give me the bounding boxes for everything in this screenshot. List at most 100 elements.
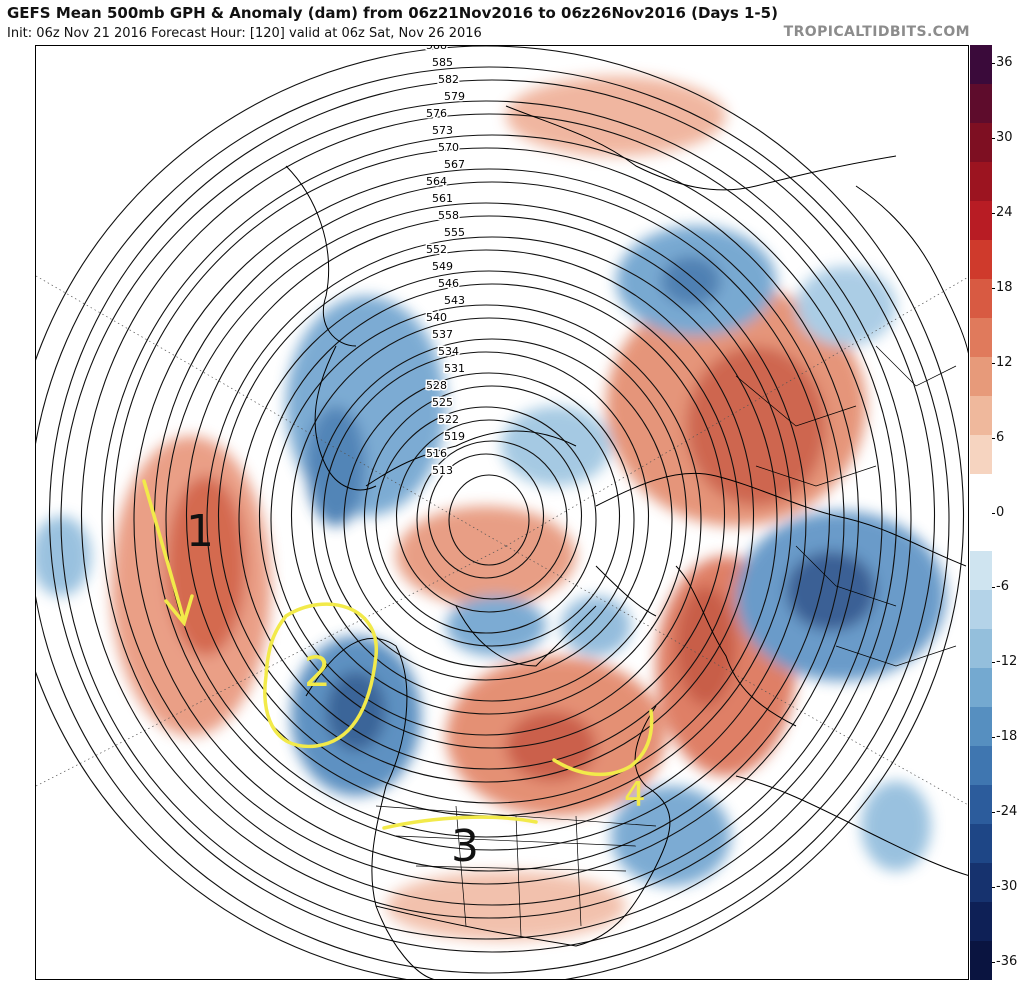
height-contour [416, 440, 568, 600]
cold-anomaly-east-atlantic [861, 781, 931, 871]
brand-watermark: TROPICALTIDBITS.COM [783, 24, 970, 40]
colorbar-segment [970, 863, 992, 903]
colorbar-tick [992, 587, 995, 589]
height-contour [427, 453, 545, 579]
colorbar-label: 36 [996, 55, 1013, 70]
height-contour [165, 202, 807, 838]
contour-label: 519 [444, 430, 465, 443]
contour-label: 528 [426, 379, 447, 392]
contour-label: 534 [438, 345, 459, 358]
chart-title: GEFS Mean 500mb GPH & Anomaly (dam) from… [7, 4, 778, 22]
contour-label: 516 [426, 447, 447, 460]
coastlines [285, 105, 968, 979]
contour-label: 576 [426, 107, 447, 120]
colorbar-tick [992, 887, 995, 889]
contour-label: 573 [432, 124, 453, 137]
colorbar-tick [992, 437, 995, 439]
graticule [36, 275, 968, 806]
chart-subtitle: Init: 06z Nov 21 2016 Forecast Hour: [12… [7, 26, 482, 41]
colorbar-segment [970, 473, 992, 513]
colorbar-tick [992, 137, 995, 139]
colorbar-label: -18 [996, 729, 1018, 745]
colorbar-segment [970, 45, 992, 85]
colorbar-segment [970, 356, 992, 397]
colorbar-segment [970, 824, 992, 864]
contour-labels: 588 585 582 579 576 573 570 567 564 561 558 555 552 5… [425, 46, 467, 479]
yellow-annotation-labels: 1 2 3 4 [186, 506, 646, 872]
height-contour [80, 113, 898, 919]
warm-anomaly-siberia-core [686, 346, 826, 506]
height-contour [343, 372, 635, 668]
colorbar-tick [992, 737, 995, 739]
arc-4 [552, 709, 654, 777]
colorbar-label: -36 [996, 954, 1018, 969]
annotation-1: 1 [186, 506, 214, 557]
colorbar-segment [970, 629, 992, 669]
colorbar-segment [970, 395, 992, 436]
height-contour [395, 419, 583, 613]
colorbar-segment [970, 200, 992, 241]
colorbar-label: 6 [996, 429, 1005, 445]
contour-label: 579 [444, 90, 465, 103]
height-contour [36, 66, 950, 974]
line-3 [382, 815, 538, 830]
height-contour [112, 147, 860, 885]
arrow-1 [142, 479, 186, 623]
contour-label: 564 [426, 175, 447, 188]
contour-label: 522 [438, 413, 459, 426]
colorbar-segment [970, 551, 992, 591]
warm-anomaly-us [386, 871, 626, 941]
colorbar-label: -12 [996, 654, 1018, 670]
contour-label: 531 [444, 362, 465, 375]
warm-anomaly-pacific-core [166, 476, 246, 656]
contour-label: 582 [438, 73, 459, 86]
colorbar-segment [970, 746, 992, 786]
height-contour [322, 351, 650, 681]
colorbar-segment [970, 902, 992, 942]
contour-label: 567 [444, 158, 465, 171]
colorbar-segment [970, 707, 992, 747]
colorbar-label: -30 [996, 879, 1018, 895]
cold-anomaly-asia-core [661, 256, 721, 306]
contour-label: 543 [444, 294, 465, 307]
height-contour [290, 317, 688, 715]
contour-label: 570 [438, 141, 459, 154]
contour-label: 558 [438, 209, 459, 222]
height-contour [363, 385, 621, 647]
colorbar-label: -6 [996, 579, 1009, 595]
height-contours [36, 46, 964, 979]
contour-label: 537 [432, 328, 453, 341]
arrow-1-head [164, 594, 194, 627]
colorbar-segment [970, 941, 992, 981]
contour-label: 555 [444, 226, 465, 239]
colorbar-segment [970, 785, 992, 825]
colorbar-tick [992, 287, 995, 289]
annotation-3: 3 [451, 821, 479, 872]
cold-anomaly-ne-asia [796, 266, 896, 346]
height-contour [60, 100, 912, 940]
warm-anomaly-north [506, 76, 726, 156]
colorbar-segment [970, 278, 992, 319]
contour-label: 585 [432, 56, 453, 69]
colorbar-segment [970, 590, 992, 630]
colorbar-segment [970, 317, 992, 358]
colorbar-label: 0 [996, 504, 1005, 520]
cold-anomaly-hudson [446, 596, 546, 656]
contour-label: 552 [426, 243, 447, 256]
colorbar-tick [992, 212, 995, 214]
contour-label: 561 [432, 192, 453, 205]
height-contour [375, 406, 597, 634]
map-panel: 588 585 582 579 576 573 570 567 564 561 558 555 552 5… [35, 45, 969, 980]
colorbar-tick [992, 63, 995, 64]
contour-label: 549 [432, 260, 453, 273]
colorbar-segment [970, 122, 992, 163]
annotation-2: 2 [304, 647, 331, 696]
height-contour [270, 304, 702, 736]
height-contour [311, 338, 673, 702]
colorbar-tick [992, 362, 995, 364]
contour-label: 525 [432, 396, 453, 409]
annotation-4: 4 [624, 775, 646, 815]
colorbar-segment [970, 239, 992, 280]
height-contour [238, 270, 740, 770]
height-contour [206, 236, 778, 804]
